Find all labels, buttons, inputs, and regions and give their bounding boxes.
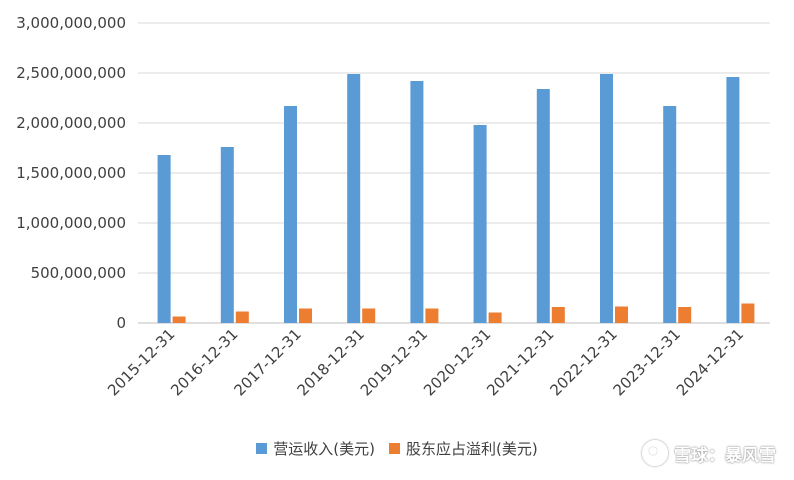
- y-tick-label: 3,000,000,000: [16, 14, 126, 32]
- bar-profit: [425, 308, 439, 323]
- legend-item-revenue: 营运收入(美元): [256, 438, 375, 459]
- x-tick-label: 2015-12-31: [104, 325, 178, 399]
- x-tick-label: 2018-12-31: [294, 325, 368, 399]
- bar-revenue: [600, 74, 613, 323]
- x-tick-label: 2019-12-31: [357, 325, 431, 399]
- bar-profit: [362, 308, 376, 323]
- bar-revenue: [663, 106, 677, 323]
- bar-revenue: [284, 106, 297, 323]
- bar-profit: [235, 311, 249, 323]
- bar-profit: [172, 316, 186, 323]
- x-tick-label: 2021-12-31: [483, 325, 557, 399]
- x-tick-label: 2016-12-31: [167, 325, 241, 399]
- x-tick-label: 2022-12-31: [546, 325, 620, 399]
- bar-profit: [551, 307, 565, 323]
- bar-profit: [741, 303, 755, 323]
- y-tick-label: 2,500,000,000: [16, 64, 126, 82]
- bar-profit: [299, 308, 312, 323]
- y-tick-label: 1,000,000,000: [16, 214, 126, 232]
- watermark-text: 雪球：暴风雪: [674, 445, 776, 466]
- x-tick-label: 2017-12-31: [230, 325, 304, 399]
- x-tick-label: 2023-12-31: [610, 325, 684, 399]
- y-axis-ticks: 0 500,000,000 1,000,000,000 1,500,000,000 2,…: [16, 14, 126, 332]
- bar-profit: [488, 312, 502, 323]
- snowball-logo-icon: [642, 440, 668, 466]
- legend-item-profit: 股东应占溢利(美元): [389, 438, 538, 459]
- bar-revenue: [157, 155, 171, 323]
- bar-revenue: [220, 147, 234, 323]
- legend-label-profit: 股东应占溢利(美元): [406, 440, 538, 458]
- x-tick-label: 2020-12-31: [420, 325, 494, 399]
- bar-revenue: [410, 81, 424, 323]
- watermark: 雪球：暴风雪: [642, 440, 776, 466]
- bar-revenue: [726, 77, 740, 323]
- bar-profit: [615, 306, 628, 323]
- bars: [157, 74, 755, 323]
- y-tick-label: 1,500,000,000: [16, 164, 126, 182]
- y-tick-label: 500,000,000: [31, 264, 126, 282]
- y-tick-label: 0: [116, 314, 126, 332]
- bar-revenue: [536, 89, 550, 323]
- bar-revenue: [347, 74, 361, 323]
- bar-profit: [678, 307, 692, 323]
- y-tick-label: 2,000,000,000: [16, 114, 126, 132]
- legend-swatch-profit: [389, 443, 400, 454]
- gridlines: [138, 22, 770, 324]
- legend-swatch-revenue: [256, 443, 268, 454]
- legend: 营运收入(美元) 股东应占溢利(美元): [0, 438, 794, 459]
- x-tick-label: 2024-12-31: [673, 325, 747, 399]
- legend-label-revenue: 营运收入(美元): [273, 440, 375, 458]
- bar-revenue: [473, 125, 487, 323]
- x-axis-ticks: 2015-12-312016-12-312017-12-312018-12-31…: [104, 325, 747, 399]
